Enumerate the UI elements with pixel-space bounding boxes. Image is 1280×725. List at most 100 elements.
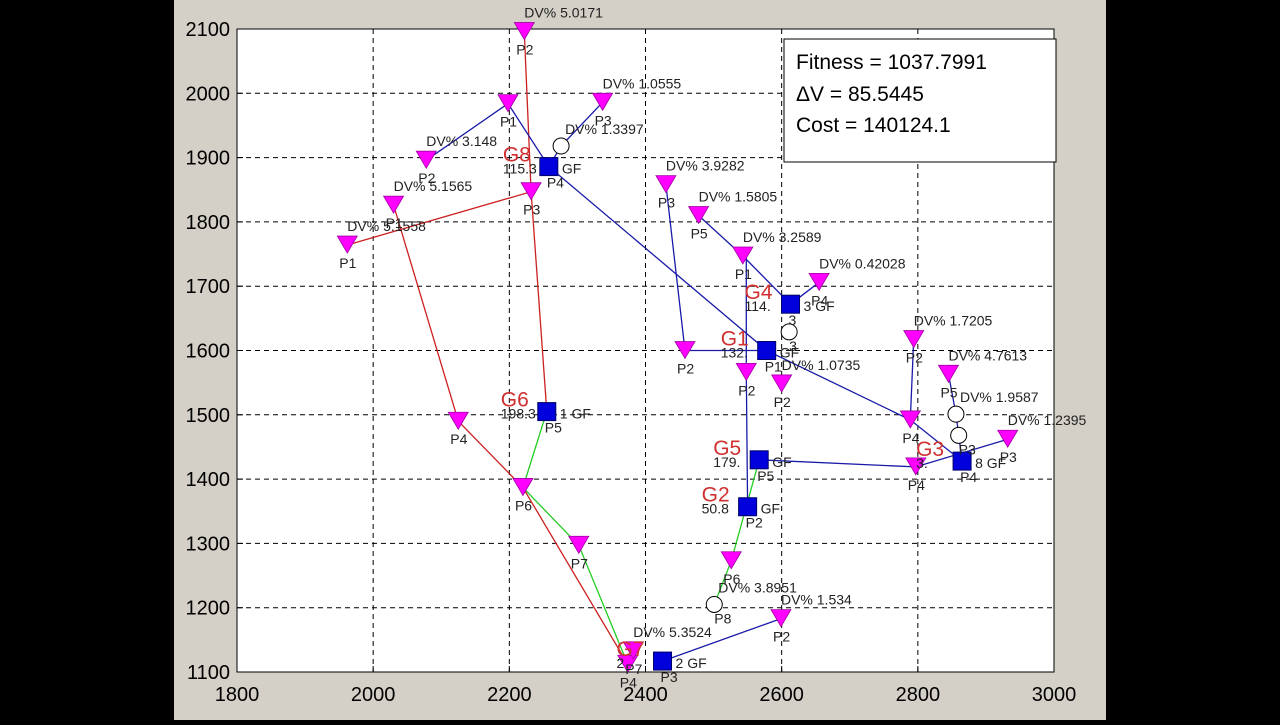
generator-value-label: 50.8 xyxy=(702,501,729,517)
load-point-marker xyxy=(937,364,960,384)
info-box: Fitness = 1037.7991 ΔV = 85.5445 Cost = … xyxy=(783,38,1057,163)
load-point-label: P7 xyxy=(571,555,588,571)
load-point-marker xyxy=(520,182,542,201)
y-tick-label: 1800 xyxy=(186,212,231,234)
load-point-marker xyxy=(770,374,793,393)
x-tick-label: 3000 xyxy=(1032,684,1077,706)
dv-label: DV% 5.3524 xyxy=(633,624,712,640)
generator-sublabel: 3 xyxy=(789,312,797,328)
junction-label: 3 xyxy=(789,338,797,354)
load-point-marker xyxy=(512,478,534,497)
generator-sublabel: P3 xyxy=(661,669,678,685)
junction-label: P8 xyxy=(714,610,731,626)
y-tick-label: 2100 xyxy=(186,19,231,41)
junction-marker xyxy=(705,595,723,613)
group-label: G3 xyxy=(916,438,944,461)
info-box-frame xyxy=(783,38,1057,163)
generator-value-label: 114. xyxy=(745,298,771,314)
load-point-marker xyxy=(655,175,677,194)
load-point-markers xyxy=(336,22,1019,674)
load-point-label: P2 xyxy=(774,394,791,410)
route-line xyxy=(662,617,782,662)
route-line xyxy=(909,339,915,420)
dv-label: DV% 1.0735 xyxy=(782,357,861,373)
dv-label: DV% 1.0555 xyxy=(603,75,682,91)
load-point-marker xyxy=(591,92,614,112)
dv-label: DV% 4.7613 xyxy=(948,347,1027,363)
group-label: G8 xyxy=(503,144,531,167)
junction-marker xyxy=(947,405,965,423)
load-point-marker xyxy=(905,457,927,476)
load-point-marker xyxy=(415,150,437,169)
dv-label: DV% 0.42028 xyxy=(819,255,906,271)
load-point-marker xyxy=(336,235,358,254)
y-tick-label: 1200 xyxy=(186,598,231,620)
junction-marker xyxy=(780,323,798,341)
x-tick-label: 2800 xyxy=(896,684,941,706)
load-point-label: P1 xyxy=(735,266,752,282)
dv-label: DV% 1.9587 xyxy=(960,389,1039,405)
y-tick-label: 1300 xyxy=(186,533,231,555)
grid-lines xyxy=(237,29,1054,672)
dv-label: DV% 5.0171 xyxy=(524,5,603,21)
generator-tag-label: GF xyxy=(761,501,780,517)
load-point-label: P5 xyxy=(940,384,957,400)
load-point-label: P3 xyxy=(658,195,675,211)
dv-label: DV% 1.2395 xyxy=(1008,412,1087,428)
delta-v-readout: ΔV = 85.5445 xyxy=(796,83,924,106)
junction-markers xyxy=(552,137,968,613)
dv-label: DV% 1.7205 xyxy=(914,313,993,329)
generator-marker xyxy=(781,294,801,314)
group-label: G6 xyxy=(501,389,529,412)
load-point-label: P6 xyxy=(723,571,740,587)
generator-marker xyxy=(749,450,769,470)
load-point-marker xyxy=(622,641,644,660)
generator-tag-label: GF xyxy=(562,161,581,177)
load-point-label: P2 xyxy=(773,629,790,645)
load-point-label: P4 xyxy=(620,674,637,690)
load-point-marker xyxy=(903,330,925,349)
route-line xyxy=(947,374,963,462)
axis-ticks: 1800 2000 2200 2400 2600 2800 3000 1100 1200 1300… xyxy=(186,19,1077,706)
load-point-label: P3 xyxy=(523,202,540,218)
y-tick-label: 1100 xyxy=(187,662,230,684)
load-point-label: P7 xyxy=(625,661,642,677)
route-line xyxy=(522,411,629,665)
route-line xyxy=(392,205,629,665)
generator-sublabel: P1 xyxy=(765,359,782,375)
load-point-label: P3 xyxy=(1000,449,1017,465)
dv-label: DV% 1.3397 xyxy=(565,121,644,137)
load-point-label: P1 xyxy=(386,215,403,231)
generator-tag-label: 8 GF xyxy=(975,455,1006,471)
load-point-marker xyxy=(997,429,1019,449)
load-point-marker xyxy=(770,609,792,628)
group-label: G2 xyxy=(702,484,730,507)
generator-tag-label: 1 GF xyxy=(560,406,591,422)
generator-marker xyxy=(653,651,673,671)
load-point-label: P1 xyxy=(500,114,517,130)
load-point-label: P5 xyxy=(691,225,708,241)
dv-label: DV% 3.148 xyxy=(426,133,497,149)
y-tick-label: 1600 xyxy=(186,341,231,363)
load-point-marker xyxy=(674,341,696,360)
load-point-label: P4 xyxy=(902,430,919,446)
generator-sublabel: P5 xyxy=(545,420,562,436)
group-label: G5 xyxy=(713,437,741,460)
generator-marker xyxy=(539,157,559,177)
x-tick-label: 2200 xyxy=(487,684,532,706)
cost-readout: Cost = 140124.1 xyxy=(796,114,951,137)
generator-value-label: 198.3 xyxy=(501,406,536,422)
route-line xyxy=(530,191,548,412)
load-point-marker xyxy=(720,551,742,570)
generator-marker xyxy=(738,497,758,517)
y-tick-label: 1500 xyxy=(186,405,231,427)
load-point-marker xyxy=(513,22,536,41)
dv-label: DV% 1.534 xyxy=(781,592,852,608)
load-point-marker xyxy=(899,410,922,429)
generator-tag-label: GF xyxy=(780,345,799,361)
generator-tag-label: GF xyxy=(772,454,791,470)
junction-marker xyxy=(552,137,570,155)
generator-marker xyxy=(952,451,972,471)
generator-sublabel: P5 xyxy=(757,468,774,484)
